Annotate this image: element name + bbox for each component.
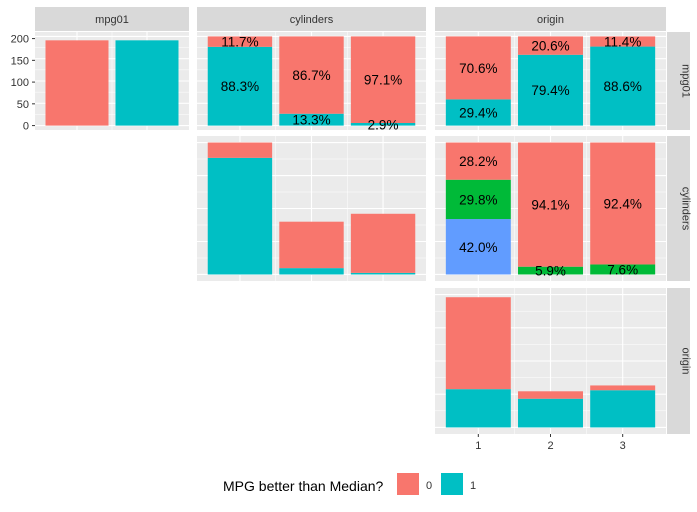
bar-segment — [590, 142, 656, 265]
panel-cylinders-cylinders — [197, 136, 426, 281]
strip-right-cylinders — [667, 136, 690, 281]
legend: MPG better than Median? 0 1 — [223, 473, 476, 495]
bar-label: 70.6% — [459, 61, 497, 76]
bars — [207, 36, 416, 126]
bar-segment — [279, 113, 344, 126]
x-tick-label: 2 — [547, 440, 553, 452]
bar-segment — [350, 272, 416, 275]
row-strips: mpg01 cylinders origin — [667, 32, 692, 434]
bar-segment — [445, 142, 511, 180]
bar-segment — [445, 297, 511, 390]
bars — [207, 142, 416, 275]
bar-segment — [445, 219, 511, 275]
bar-label: 29.4% — [459, 105, 497, 120]
bar-segment — [45, 40, 109, 126]
bar-label: 20.6% — [531, 39, 569, 54]
bar-segment — [518, 391, 583, 399]
bar-label: 11.7% — [221, 35, 258, 50]
bar-segment — [518, 266, 583, 275]
strip-right-label: origin — [680, 348, 692, 375]
panel-cylinders-origin: 42.0% 29.8% 28.2% 5.9% 94.1% 7.6% 92.4% — [435, 136, 666, 281]
bar-segment — [590, 264, 656, 275]
bars — [445, 36, 656, 126]
bar-label: 29.8% — [459, 192, 497, 207]
bar-label: 7.6% — [607, 262, 638, 277]
strip-right-origin — [667, 288, 690, 434]
strip-top-mpg01 — [35, 7, 189, 31]
y-tick-label: 50 — [17, 99, 29, 111]
bar-label: 5.9% — [535, 264, 566, 279]
panels: 88.3% 11.7% 13.3% 86.7% 2.9% 97.1% 29.4% 70.6% 7… — [35, 32, 666, 434]
legend-label: 1 — [470, 480, 476, 492]
bars — [445, 142, 656, 275]
bar-label: 11.4% — [604, 34, 641, 49]
bar-segment — [518, 398, 583, 428]
bar-label: 97.1% — [364, 73, 402, 88]
legend-key-0 — [397, 473, 419, 495]
bar-labels: 88.3% 11.7% 13.3% 86.7% 2.9% 97.1% — [221, 35, 402, 133]
bar-segment — [518, 54, 583, 126]
y-tick-label: 200 — [11, 34, 29, 46]
y-tick-label: 100 — [11, 77, 29, 89]
bar-segment — [590, 390, 656, 428]
legend-title: MPG better than Median? — [223, 478, 384, 494]
panel-mpg01-mpg01 — [35, 32, 189, 130]
bar-segment — [445, 36, 511, 100]
bar-segment — [207, 157, 273, 275]
axes: 0 50 100 150 200 1 2 3 — [11, 34, 626, 452]
bars — [445, 297, 656, 428]
legend-label: 0 — [426, 480, 432, 492]
bar-segment — [279, 268, 344, 275]
bar-labels: 42.0% 29.8% 28.2% 5.9% 94.1% 7.6% 92.4% — [459, 154, 642, 278]
bar-label: 2.9% — [368, 117, 399, 132]
strip-right-mpg01 — [667, 32, 690, 130]
bar-label: 92.4% — [604, 196, 642, 211]
legend-key-1 — [441, 473, 463, 495]
bar-segment — [115, 40, 179, 126]
bar-segment — [279, 221, 344, 269]
y-tick-label: 0 — [23, 121, 29, 133]
bar-segment — [350, 123, 416, 126]
strip-right-label: mpg01 — [680, 64, 692, 98]
panel-mpg01-cylinders: 88.3% 11.7% 13.3% 86.7% 2.9% 97.1% — [197, 32, 426, 132]
strip-top-cylinders — [197, 7, 426, 31]
bar-label: 42.0% — [459, 240, 497, 255]
bar-segment — [350, 36, 416, 124]
panel-origin-origin — [435, 288, 666, 434]
bar-segment — [445, 99, 511, 126]
bar-label: 13.3% — [292, 113, 330, 128]
bar-label: 86.7% — [292, 68, 330, 83]
strip-top-origin — [435, 7, 666, 31]
bar-label: 28.2% — [459, 154, 497, 169]
bar-segment — [350, 213, 416, 273]
bar-segment — [207, 46, 273, 126]
bar-segment — [590, 36, 656, 47]
column-strips: mpg01 cylinders origin — [35, 7, 666, 31]
bar-segment — [207, 142, 273, 158]
bar-segment — [518, 142, 583, 267]
bar-segment — [590, 385, 656, 391]
bar-segment — [207, 36, 273, 47]
strip-top-label: origin — [537, 14, 564, 26]
bar-label: 94.1% — [531, 198, 569, 213]
bar-segment — [445, 389, 511, 428]
strip-top-label: cylinders — [290, 14, 334, 26]
bar-segment — [590, 46, 656, 126]
bar-labels: 29.4% 70.6% 79.4% 20.6% 88.6% 11.4% — [459, 34, 642, 120]
strip-top-label: mpg01 — [95, 14, 129, 26]
strip-right-label: cylinders — [680, 187, 692, 231]
bar-label: 79.4% — [531, 83, 569, 98]
panel-mpg01-origin: 29.4% 70.6% 79.4% 20.6% 88.6% 11.4% — [435, 32, 666, 130]
bar-segment — [518, 36, 583, 55]
bar-label: 88.6% — [604, 79, 642, 94]
bars — [45, 40, 179, 126]
bar-segment — [445, 179, 511, 220]
x-tick-label: 3 — [620, 440, 626, 452]
x-tick-label: 1 — [475, 440, 481, 452]
bar-label: 88.3% — [221, 79, 259, 94]
bar-segment — [279, 36, 344, 114]
y-tick-label: 150 — [11, 55, 29, 67]
